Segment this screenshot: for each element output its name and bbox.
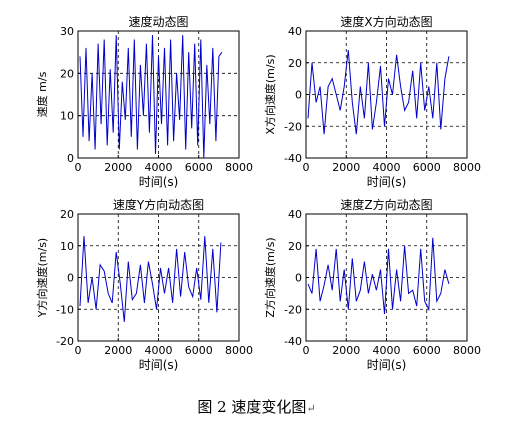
chart-title: 速度Y方向动态图 [113, 197, 204, 212]
x-axis-label: 时间(s) [139, 358, 179, 372]
chart-title: 速度动态图 [128, 14, 188, 29]
series-line [79, 236, 222, 322]
y-tick-label: 0 [67, 272, 74, 285]
y-tick-label: 40 [288, 208, 302, 221]
x-tick-label: 8000 [453, 161, 481, 174]
x-axis-label: 时间(s) [367, 358, 407, 372]
x-tick-label: 2000 [104, 161, 132, 174]
x-tick-label: 0 [75, 161, 82, 174]
x-tick-label: 8000 [225, 344, 253, 357]
series-line [307, 49, 450, 135]
y-axis-label: 速度 m/s [35, 71, 49, 117]
y-tick-label: 30 [60, 25, 74, 38]
y-tick-label: 20 [60, 208, 74, 221]
chart-2: 0 2000 4000 6000 8000 -40 -20 0 20 40 速度X方向动态图时间(s… [263, 14, 481, 189]
x-axis-label: 时间(s) [367, 175, 407, 189]
x-tick-label: 4000 [373, 344, 401, 357]
y-tick-label: 20 [60, 67, 74, 80]
y-tick-label: 0 [67, 152, 74, 165]
y-axis-label: Z方向速度(m/s) [263, 237, 277, 317]
y-tick-label: 10 [60, 110, 74, 123]
y-tick-label: -10 [56, 303, 74, 316]
y-tick-label: 0 [295, 272, 302, 285]
y-tick-label: -20 [284, 120, 302, 133]
y-tick-label: -20 [284, 303, 302, 316]
y-tick-label: 0 [295, 89, 302, 102]
x-tick-label: 6000 [185, 344, 213, 357]
x-axis-label: 时间(s) [139, 175, 179, 189]
x-tick-label: 4000 [145, 344, 173, 357]
y-axis-label: Y方向速度(m/s) [35, 238, 49, 318]
y-tick-label: 10 [60, 240, 74, 253]
x-tick-label: 8000 [225, 161, 253, 174]
x-tick-label: 0 [303, 344, 310, 357]
return-mark: ↵ [306, 402, 316, 415]
x-tick-label: 6000 [185, 161, 213, 174]
series-line [307, 237, 450, 315]
x-tick-label: 4000 [145, 161, 173, 174]
y-tick-label: 20 [288, 57, 302, 70]
chart-title: 速度X方向动态图 [340, 14, 432, 29]
x-tick-label: 6000 [413, 161, 441, 174]
x-tick-label: 0 [303, 161, 310, 174]
y-tick-label: -40 [284, 152, 302, 165]
x-tick-label: 2000 [332, 161, 360, 174]
x-tick-label: 0 [75, 344, 82, 357]
y-tick-label: -40 [284, 335, 302, 348]
y-tick-label: -20 [56, 335, 74, 348]
y-axis-label: X方向速度(m/s) [263, 54, 277, 134]
y-tick-label: 40 [288, 25, 302, 38]
chart-3: 0 2000 4000 6000 8000 -20 -10 0 10 20 速度Y方向动态图时间(s… [35, 197, 253, 372]
series-line [79, 35, 223, 159]
chart-4: 0 2000 4000 6000 8000 -40 -20 0 20 40 速度Z方向动态图时间(s… [263, 197, 481, 372]
y-tick-label: 20 [288, 240, 302, 253]
x-tick-label: 2000 [104, 344, 132, 357]
x-tick-label: 8000 [453, 344, 481, 357]
caption-text: 图 2 速度变化图 [197, 398, 307, 416]
x-tick-label: 6000 [413, 344, 441, 357]
x-tick-label: 2000 [332, 344, 360, 357]
chart-title: 速度Z方向动态图 [340, 197, 432, 212]
x-tick-label: 4000 [373, 161, 401, 174]
figure-caption: 图 2 速度变化图↵ [0, 396, 513, 417]
